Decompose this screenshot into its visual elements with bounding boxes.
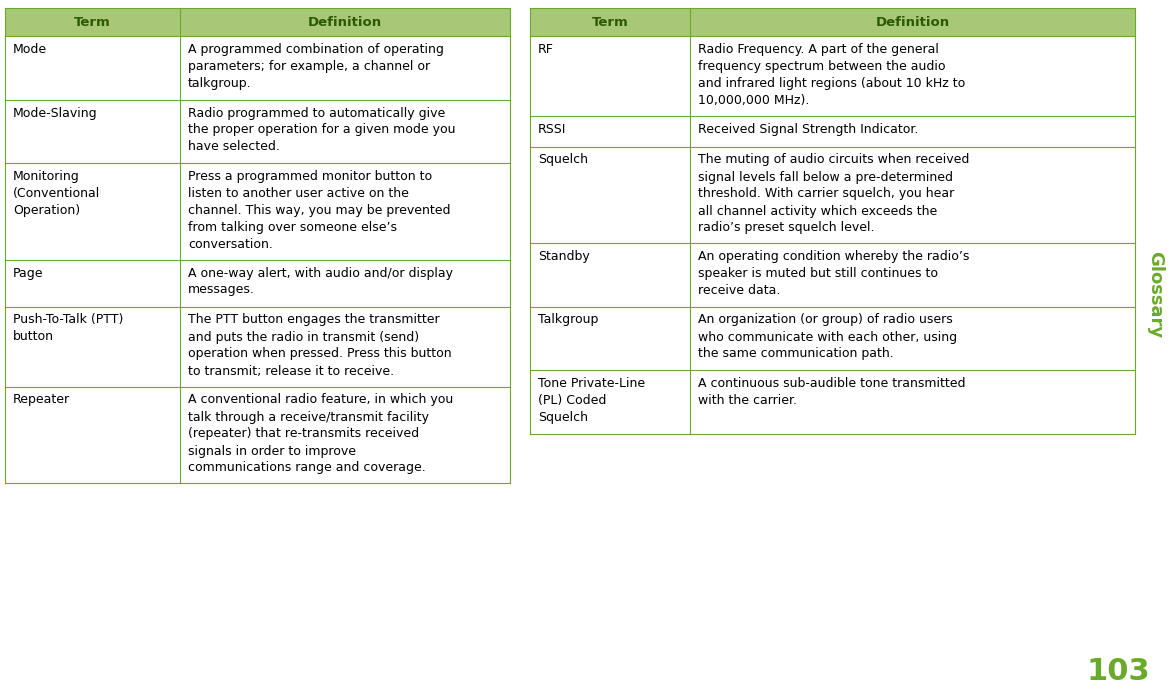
Text: Mode-Slaving: Mode-Slaving (13, 107, 97, 119)
Text: Term: Term (74, 15, 111, 29)
Text: Page: Page (13, 266, 43, 279)
Text: An organization (or group) of radio users
who communicate with each other, using: An organization (or group) of radio user… (698, 314, 957, 360)
Text: Tone Private-Line
(PL) Coded
Squelch: Tone Private-Line (PL) Coded Squelch (538, 377, 645, 424)
Text: Push-To-Talk (PTT)
button: Push-To-Talk (PTT) button (13, 314, 123, 344)
Text: A one-way alert, with audio and/or display
messages.: A one-way alert, with audio and/or displ… (188, 266, 453, 296)
Text: A conventional radio feature, in which you
talk through a receive/transmit facil: A conventional radio feature, in which y… (188, 394, 453, 475)
Text: Glossary: Glossary (1146, 252, 1164, 339)
Text: A programmed combination of operating
parameters; for example, a channel or
talk: A programmed combination of operating pa… (188, 43, 443, 90)
Text: Received Signal Strength Indicator.: Received Signal Strength Indicator. (698, 123, 918, 136)
Text: Talkgroup: Talkgroup (538, 314, 598, 326)
Text: Repeater: Repeater (13, 394, 70, 406)
Text: Term: Term (591, 15, 629, 29)
Text: Press a programmed monitor button to
listen to another user active on the
channe: Press a programmed monitor button to lis… (188, 170, 450, 251)
Text: Squelch: Squelch (538, 153, 588, 167)
Bar (530, 8, 1135, 36)
Text: An operating condition whereby the radio’s
speaker is muted but still continues : An operating condition whereby the radio… (698, 250, 969, 297)
Text: The PTT button engages the transmitter
and puts the radio in transmit (send)
ope: The PTT button engages the transmitter a… (188, 314, 452, 378)
Text: Radio Frequency. A part of the general
frequency spectrum between the audio
and : Radio Frequency. A part of the general f… (698, 43, 965, 107)
Text: Definition: Definition (875, 15, 950, 29)
Text: Mode: Mode (13, 43, 47, 56)
Text: Radio programmed to automatically give
the proper operation for a given mode you: Radio programmed to automatically give t… (188, 107, 455, 153)
Text: 103: 103 (1086, 657, 1150, 687)
Text: RSSI: RSSI (538, 123, 567, 136)
Text: RF: RF (538, 43, 554, 56)
Text: Definition: Definition (308, 15, 382, 29)
Text: The muting of audio circuits when received
signal levels fall below a pre-determ: The muting of audio circuits when receiv… (698, 153, 969, 234)
Text: Standby: Standby (538, 250, 590, 263)
Text: Monitoring
(Conventional
Operation): Monitoring (Conventional Operation) (13, 170, 100, 217)
Bar (5, 8, 510, 36)
Text: A continuous sub-audible tone transmitted
with the carrier.: A continuous sub-audible tone transmitte… (698, 377, 965, 407)
